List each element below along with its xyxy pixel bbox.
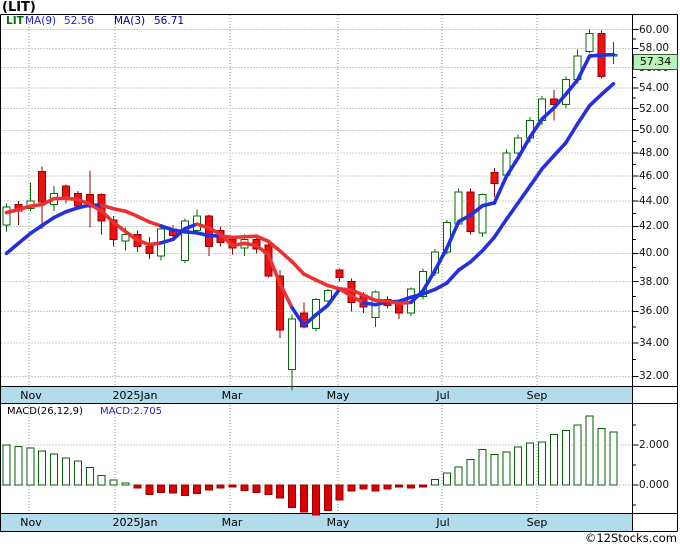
month-label: Sep — [526, 389, 548, 402]
price-tick-label: 48.00 — [639, 146, 670, 159]
price-tick-label: 36.00 — [639, 305, 670, 318]
month-label: Mar — [221, 516, 243, 529]
macd-tick-label: 0.000 — [639, 479, 670, 491]
month-label: 2025Jan — [112, 389, 158, 402]
month-label: 2025Jan — [112, 516, 158, 529]
price-tick-label: 42.00 — [639, 220, 670, 233]
macd-label: MACD(26,12,9) — [7, 406, 83, 417]
price-tick-label: 52.00 — [639, 102, 670, 115]
price-tick-label: 40.00 — [639, 247, 670, 260]
legend-ma9-value: 52.56 — [64, 15, 95, 27]
legend-ma3-value: 56.71 — [154, 15, 185, 27]
price-tick-label: 38.00 — [639, 275, 670, 288]
macd-tick-label: 2.000 — [639, 439, 670, 451]
month-label: Mar — [221, 389, 243, 402]
price-tick-label: 46.00 — [639, 170, 670, 183]
price-tick-label: 54.00 — [639, 81, 670, 94]
price-tick-label: 58.00 — [639, 42, 670, 55]
price-tick-label: 32.00 — [639, 370, 670, 383]
legend-ma3-label: MA(3) — [114, 15, 146, 27]
price-tick-label: 34.00 — [639, 336, 670, 349]
month-label: Jul — [436, 389, 450, 402]
month-label: May — [326, 389, 350, 402]
legend-ma9-label: MA(9) — [25, 15, 57, 27]
macd-value: MACD:2.705 — [100, 406, 162, 417]
month-label: May — [326, 516, 350, 529]
page-title: (LIT) — [2, 0, 36, 15]
month-label: Sep — [526, 516, 548, 529]
month-label: Nov — [20, 389, 42, 402]
price-tick-label: 60.00 — [639, 23, 670, 36]
month-label: Jul — [436, 516, 450, 529]
legend-symbol: LIT — [6, 15, 24, 27]
price-tick-label: 50.00 — [639, 124, 670, 137]
copyright-link[interactable]: ©12Stocks.com — [584, 531, 677, 545]
month-label: Nov — [20, 516, 42, 529]
last-price-badge: 57.34 — [633, 54, 678, 70]
price-tick-label: 44.00 — [639, 194, 670, 207]
